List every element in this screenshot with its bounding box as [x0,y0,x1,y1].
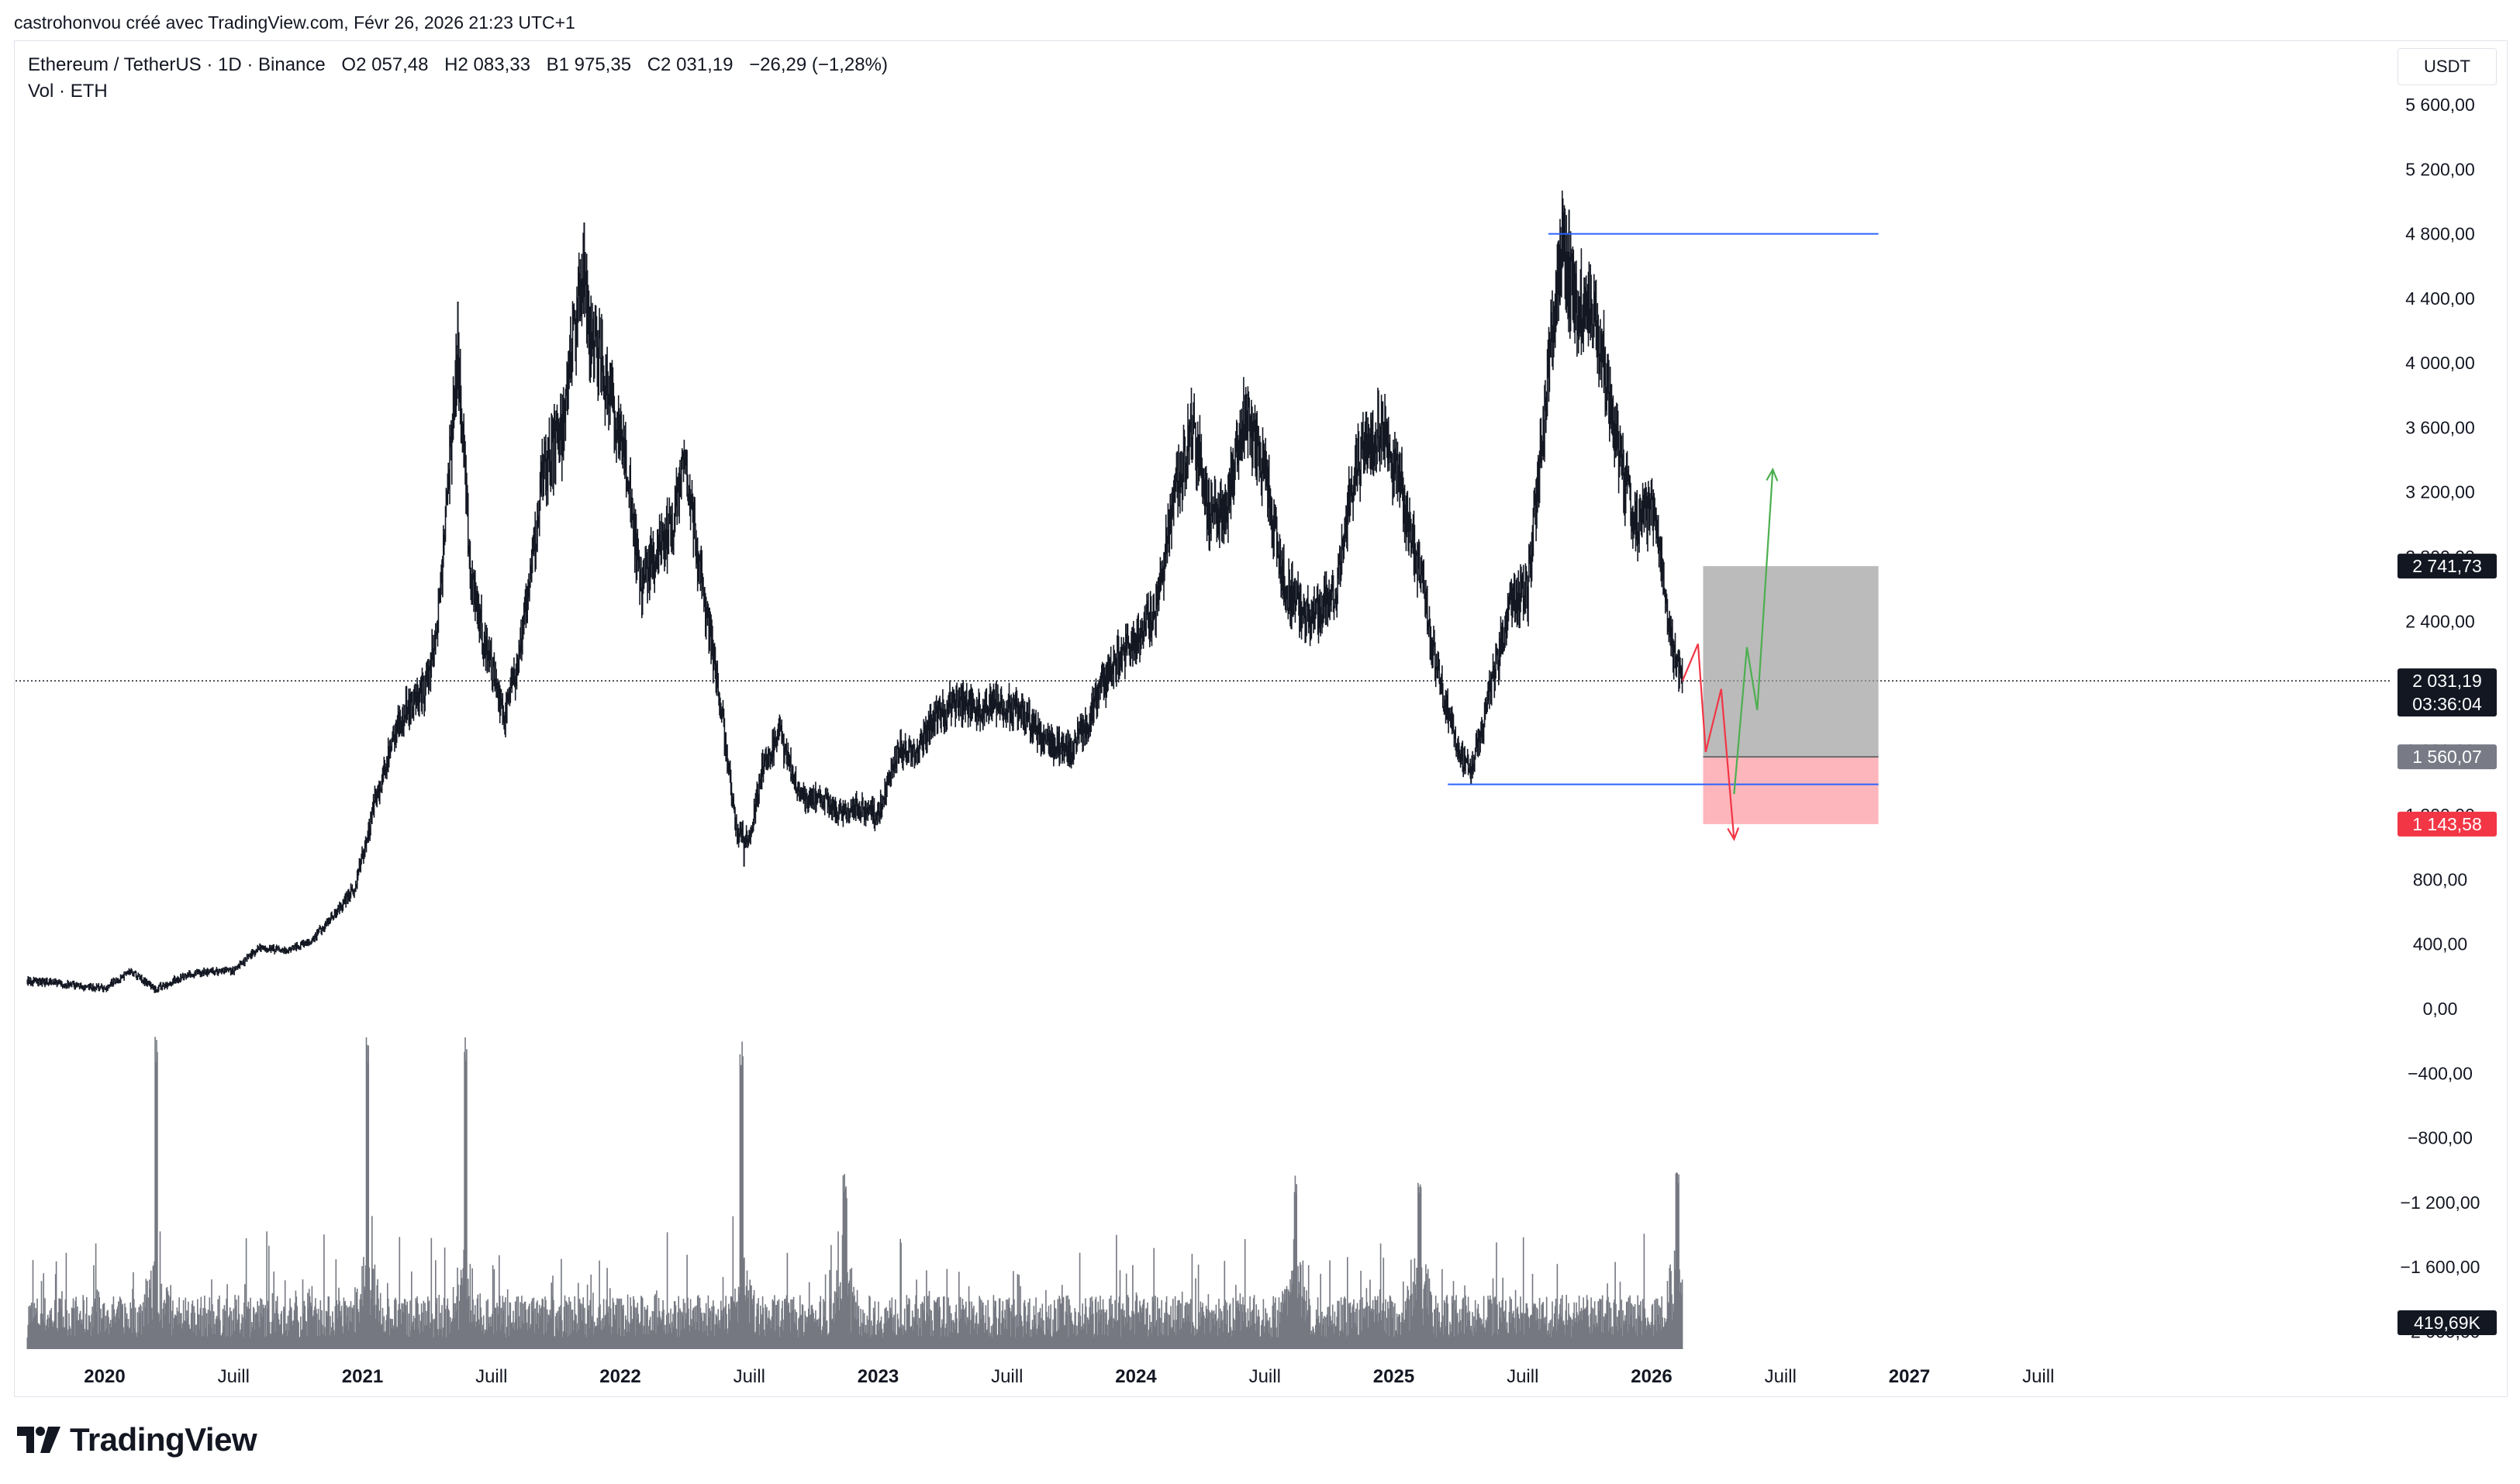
volume-legend[interactable]: Vol · ETH [28,81,108,102]
tradingview-logo: TradingView [17,1419,257,1461]
symbol-legend: Ethereum / TetherUS · 1D · Binance O2 05… [28,54,899,76]
tradingview-logo-icon [17,1427,60,1453]
attribution-header: castrohonvou créé avec TradingView.com, … [14,12,575,33]
price-change: −26,29 (−1,28%) [749,54,888,75]
ohlc-close: C2 031,19 [647,54,734,75]
ohlc-low: B1 975,35 [546,54,632,75]
ohlc-open: O2 057,48 [341,54,429,75]
currency-selector[interactable]: USDT [2397,48,2497,85]
ohlc-high: H2 083,33 [444,54,530,75]
chart-frame [14,40,2508,1397]
symbol-name[interactable]: Ethereum / TetherUS · 1D · Binance [28,54,326,75]
logo-text: TradingView [70,1421,257,1458]
